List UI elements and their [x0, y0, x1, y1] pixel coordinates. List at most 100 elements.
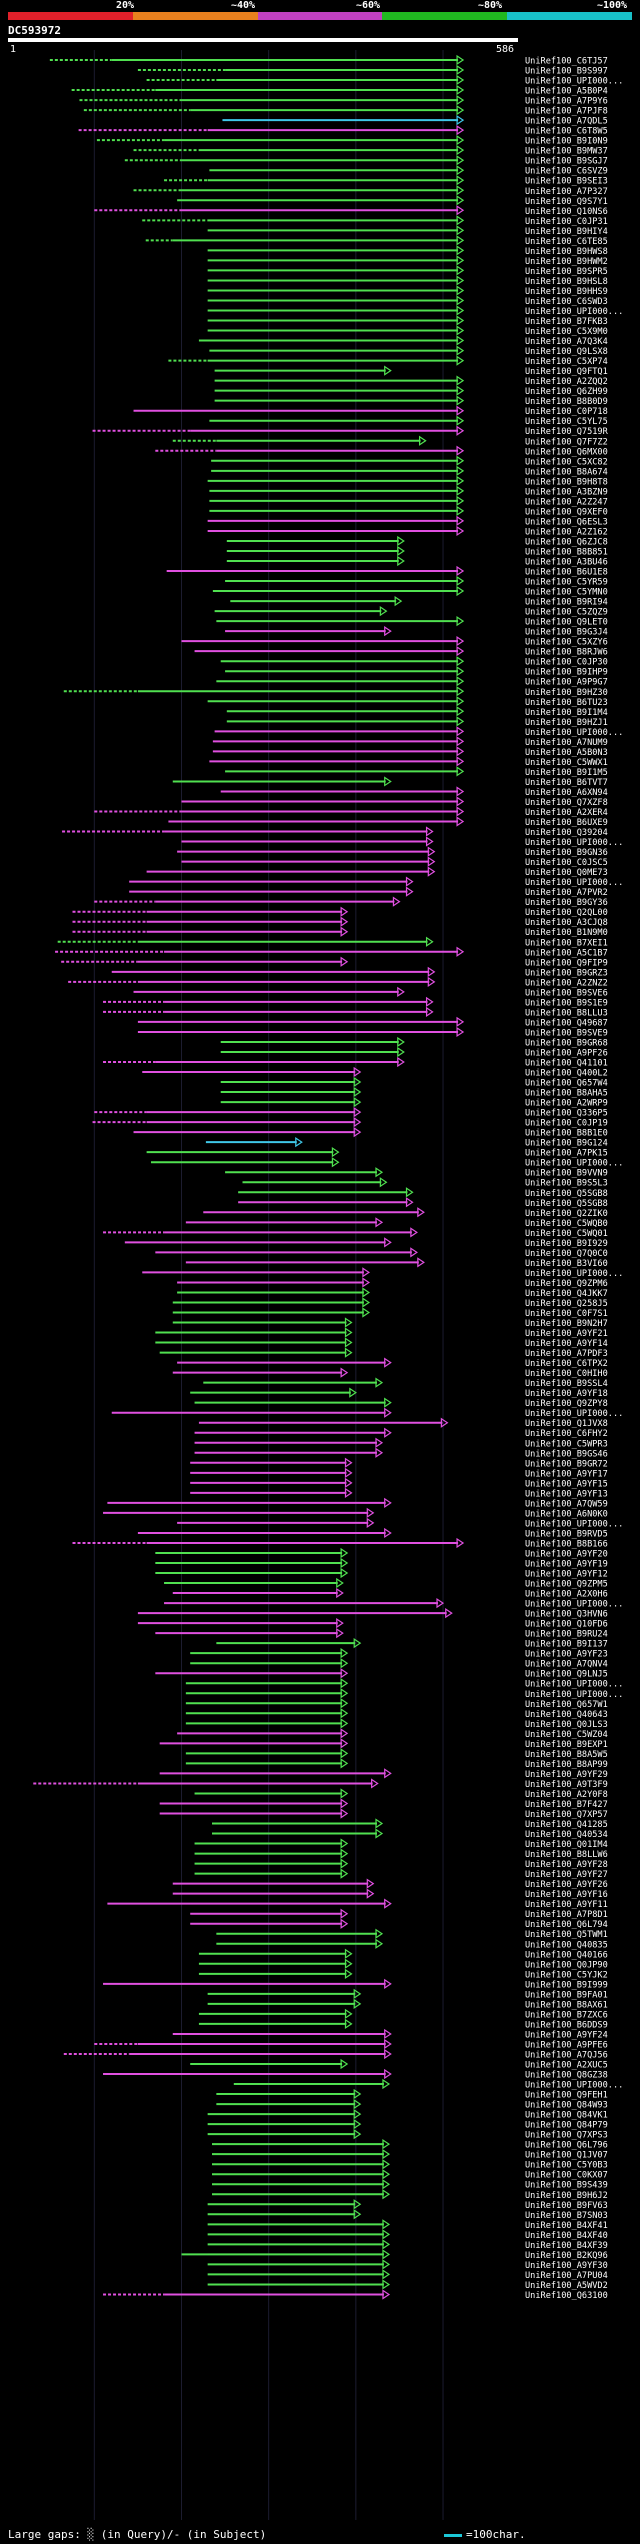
hit-row[interactable]: UniRef100_C6FHY2: [194, 1427, 608, 1440]
hit-label[interactable]: UniRef100_B4XF39: [525, 2241, 608, 2251]
hit-row[interactable]: UniRef100_C5X9M0: [207, 325, 608, 338]
hit-label[interactable]: UniRef100_B9HWS8: [525, 247, 608, 257]
hit-label[interactable]: UniRef100_A2ZQQ2: [525, 377, 608, 387]
hit-row[interactable]: UniRef100_B9HSL8: [207, 275, 608, 287]
hit-row[interactable]: UniRef100_UPI000...: [181, 836, 623, 849]
hit-row[interactable]: UniRef100_B9MW37: [133, 145, 608, 157]
hit-label[interactable]: UniRef100_Q40166: [525, 1950, 608, 1960]
hit-label[interactable]: UniRef100_A2Z162: [525, 527, 608, 537]
hit-row[interactable]: UniRef100_UPI000...: [185, 1678, 623, 1690]
hit-label[interactable]: UniRef100_Q0JP90: [525, 1960, 608, 1970]
hit-row[interactable]: UniRef100_A9YF13: [190, 1487, 608, 1500]
hit-label[interactable]: UniRef100_B7XEI1: [525, 938, 608, 948]
hit-row[interactable]: UniRef100_Q1JV07: [212, 2149, 608, 2161]
hit-row[interactable]: UniRef100_B9S5L3: [242, 1177, 608, 1189]
hit-label[interactable]: UniRef100_B8AHA5: [525, 1089, 608, 1099]
hit-row[interactable]: UniRef100_A9YF28: [194, 1858, 608, 1871]
hit-label[interactable]: UniRef100_UPI000...: [525, 1519, 623, 1529]
hit-label[interactable]: UniRef100_Q5SGB8: [525, 1189, 608, 1199]
hit-row[interactable]: UniRef100_C5Y0B3: [212, 2159, 608, 2171]
hit-row[interactable]: UniRef100_Q657W1: [185, 1698, 608, 1710]
hit-label[interactable]: UniRef100_Q39204: [525, 828, 608, 838]
hit-row[interactable]: UniRef100_A2ZQQ2: [214, 375, 608, 388]
hit-row[interactable]: UniRef100_A5C1B7: [55, 946, 608, 959]
hit-row[interactable]: UniRef100_A9YF11: [107, 1898, 608, 1911]
hit-row[interactable]: UniRef100_B9VVN9: [225, 1167, 608, 1179]
hit-row[interactable]: UniRef100_B9RU24: [155, 1628, 608, 1640]
hit-row[interactable]: UniRef100_C6SVZ9: [209, 165, 608, 177]
hit-row[interactable]: UniRef100_Q9FTQ1: [214, 365, 608, 378]
hit-label[interactable]: UniRef100_B4XF41: [525, 2221, 608, 2231]
hit-label[interactable]: UniRef100_B8A674: [525, 467, 608, 477]
hit-row[interactable]: UniRef100_A2XUC5: [190, 2058, 608, 2071]
hit-row[interactable]: UniRef100_Q6MX00: [155, 445, 608, 458]
hit-label[interactable]: UniRef100_Q41101: [525, 1059, 608, 1069]
hit-label[interactable]: UniRef100_B9I1M5: [525, 768, 608, 778]
hit-label[interactable]: UniRef100_C6SWD3: [525, 297, 608, 307]
hit-label[interactable]: UniRef100_Q7Q0C0: [525, 1249, 608, 1259]
hit-label[interactable]: UniRef100_B9SPR5: [525, 267, 608, 277]
hit-label[interactable]: UniRef100_Q336P5: [525, 1109, 608, 1119]
hit-label[interactable]: UniRef100_C0P718: [525, 407, 608, 417]
hit-row[interactable]: UniRef100_B6TVT7: [172, 776, 608, 788]
hit-label[interactable]: UniRef100_A9YF16: [525, 1890, 608, 1900]
hit-row[interactable]: UniRef100_A7QJ56: [63, 2048, 608, 2061]
hit-row[interactable]: UniRef100_A2WRP9: [220, 1096, 608, 1109]
hit-label[interactable]: UniRef100_B9SVE9: [525, 1028, 608, 1038]
hit-row[interactable]: UniRef100_UPI000...: [146, 74, 624, 87]
hit-label[interactable]: UniRef100_A9YF30: [525, 2261, 608, 2271]
hit-row[interactable]: UniRef100_A9YF17: [190, 1467, 608, 1480]
hit-row[interactable]: UniRef100_UPI000...: [233, 2078, 624, 2091]
hit-row[interactable]: UniRef100_A3CJQ8: [72, 916, 608, 929]
hit-label[interactable]: UniRef100_B9I999: [525, 1980, 608, 1990]
hit-label[interactable]: UniRef100_A7PDF3: [525, 1349, 608, 1359]
hit-label[interactable]: UniRef100_A2X0H6: [525, 1590, 608, 1600]
hit-label[interactable]: UniRef100_B8AX61: [525, 2000, 608, 2010]
hit-label[interactable]: UniRef100_Q5SGB8: [525, 1199, 608, 1209]
hit-label[interactable]: UniRef100_A9PFE6: [525, 2040, 608, 2050]
hit-label[interactable]: UniRef100_C5X9M0: [525, 327, 608, 337]
hit-label[interactable]: UniRef100_B9SGJ7: [525, 157, 608, 167]
hit-row[interactable]: UniRef100_C0JP31: [142, 215, 608, 227]
hit-row[interactable]: UniRef100_C0JP19: [92, 1116, 608, 1129]
hit-label[interactable]: UniRef100_A9YF17: [525, 1469, 608, 1479]
hit-label[interactable]: UniRef100_C5WQ01: [525, 1229, 608, 1239]
hit-row[interactable]: UniRef100_C5WQ01: [103, 1227, 608, 1239]
hit-label[interactable]: UniRef100_Q9XEF0: [525, 507, 608, 517]
hit-row[interactable]: UniRef100_Q7XZF8: [181, 796, 608, 808]
hit-row[interactable]: UniRef100_B4XF40: [207, 2229, 608, 2241]
hit-row[interactable]: UniRef100_B9RVD5: [137, 1527, 608, 1540]
hit-label[interactable]: UniRef100_A2XER4: [525, 808, 608, 818]
hit-row[interactable]: UniRef100_B8LLW6: [194, 1848, 608, 1861]
hit-label[interactable]: UniRef100_B9RVD5: [525, 1529, 608, 1539]
hit-row[interactable]: UniRef100_A9YF21: [155, 1327, 608, 1340]
hit-label[interactable]: UniRef100_A2Y0F8: [525, 1790, 608, 1800]
hit-row[interactable]: UniRef100_C0P718: [133, 405, 608, 418]
hit-row[interactable]: UniRef100_C5YMN0: [212, 585, 608, 598]
hit-label[interactable]: UniRef100_Q6L794: [525, 1920, 608, 1930]
hit-label[interactable]: UniRef100_C5YMN0: [525, 588, 608, 598]
hit-row[interactable]: UniRef100_B9G124: [205, 1137, 608, 1149]
hit-label[interactable]: UniRef100_A7QW59: [525, 1499, 608, 1509]
hit-label[interactable]: UniRef100_Q7XP57: [525, 1810, 608, 1820]
hit-label[interactable]: UniRef100_C0JP31: [525, 217, 608, 227]
hit-row[interactable]: UniRef100_Q9LET0: [216, 615, 608, 628]
hit-row[interactable]: UniRef100_Q0JLS3: [185, 1718, 608, 1730]
hit-row[interactable]: UniRef100_UPI000...: [164, 1597, 623, 1610]
hit-label[interactable]: UniRef100_B8B1E0: [525, 1129, 608, 1139]
hit-label[interactable]: UniRef100_Q7F7Z2: [525, 437, 608, 447]
hit-label[interactable]: UniRef100_B9IHP9: [525, 668, 608, 678]
hit-label[interactable]: UniRef100_A9YF21: [525, 1329, 608, 1339]
hit-row[interactable]: UniRef100_A2X0H6: [172, 1587, 608, 1600]
hit-row[interactable]: UniRef100_B6UXE9: [168, 816, 608, 829]
hit-row[interactable]: UniRef100_Q7XP57: [159, 1808, 608, 1821]
hit-row[interactable]: UniRef100_B6TU23: [207, 696, 608, 708]
hit-label[interactable]: UniRef100_UPI000...: [525, 1680, 623, 1690]
hit-row[interactable]: UniRef100_A5WVD2: [207, 2279, 608, 2291]
hit-row[interactable]: UniRef100_B9SGJ7: [124, 155, 608, 167]
hit-row[interactable]: UniRef100_B9N2H7: [172, 1317, 608, 1330]
hit-row[interactable]: UniRef100_B9GRZ3: [111, 966, 608, 979]
hit-row[interactable]: UniRef100_A7QDL5: [222, 114, 608, 127]
hit-label[interactable]: UniRef100_B9N2H7: [525, 1319, 608, 1329]
hit-row[interactable]: UniRef100_Q258J5: [172, 1297, 608, 1309]
